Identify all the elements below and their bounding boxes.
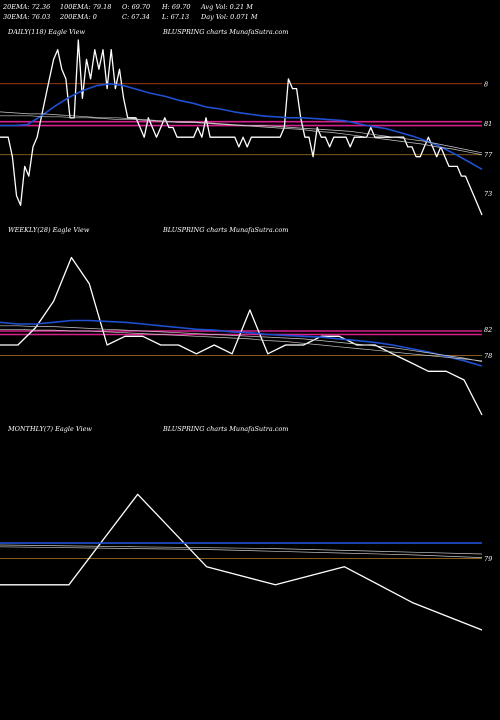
ema20-label: 20EMA: 72.36	[3, 3, 51, 11]
ema30-label: 30EMA: 76.03	[3, 13, 51, 21]
daily-ema_short-series-1	[0, 83, 483, 170]
dayvol-label: Day Vol: 0.071 M	[201, 13, 258, 21]
monthly-ema_long-series-2	[0, 544, 483, 555]
weekly-panel-source: BLUSPRING charts MunafaSutra.com	[163, 226, 289, 234]
weekly-ema_short-series-1	[0, 319, 483, 367]
ema200-label: 200EMA: 0	[60, 13, 97, 21]
monthly-ytick-label: 79	[484, 555, 492, 563]
avgvol-label: Avg Vol: 0.21 M	[201, 3, 253, 11]
weekly-ytick-label: 78	[484, 352, 492, 360]
weekly-panel-title: WEEKLY(28) Eagle View	[8, 226, 90, 234]
daily-ytick-label: 8	[484, 80, 488, 88]
daily-ema_long-series-3	[0, 115, 483, 156]
monthly-panel: 79	[0, 493, 492, 631]
daily-panel: 8 81 77 73	[0, 39, 493, 216]
weekly-panel: 82 78	[0, 256, 492, 416]
weekly-price-series-0	[0, 256, 483, 416]
high-label: H: 69.70	[162, 3, 191, 11]
monthly-ema_long-series-3	[0, 546, 483, 558]
close-label: C: 67.34	[122, 13, 150, 21]
weekly-ytick-label: 82	[484, 326, 492, 334]
monthly-panel-source: BLUSPRING charts MunafaSutra.com	[163, 425, 289, 433]
daily-ytick-label: 77	[484, 151, 493, 159]
monthly-price-series-0	[0, 493, 483, 631]
daily-ema_long-series-2	[0, 111, 483, 154]
weekly-ema_long-series-3	[0, 328, 483, 362]
daily-panel-source: BLUSPRING charts MunafaSutra.com	[163, 28, 289, 36]
ema100-label: 100EMA: 79.18	[60, 3, 112, 11]
daily-panel-title: DAILY(118) Eagle View	[8, 28, 86, 36]
monthly-panel-title: MONTHLY(7) Eagle View	[8, 425, 92, 433]
daily-ytick-label: 73	[484, 190, 492, 198]
daily-price-series-0	[0, 39, 483, 216]
low-label: L: 67.13	[162, 13, 190, 21]
open-label: O: 69.70	[122, 3, 151, 11]
weekly-ema_long-series-2	[0, 325, 483, 362]
daily-ytick-label: 81	[484, 120, 492, 128]
